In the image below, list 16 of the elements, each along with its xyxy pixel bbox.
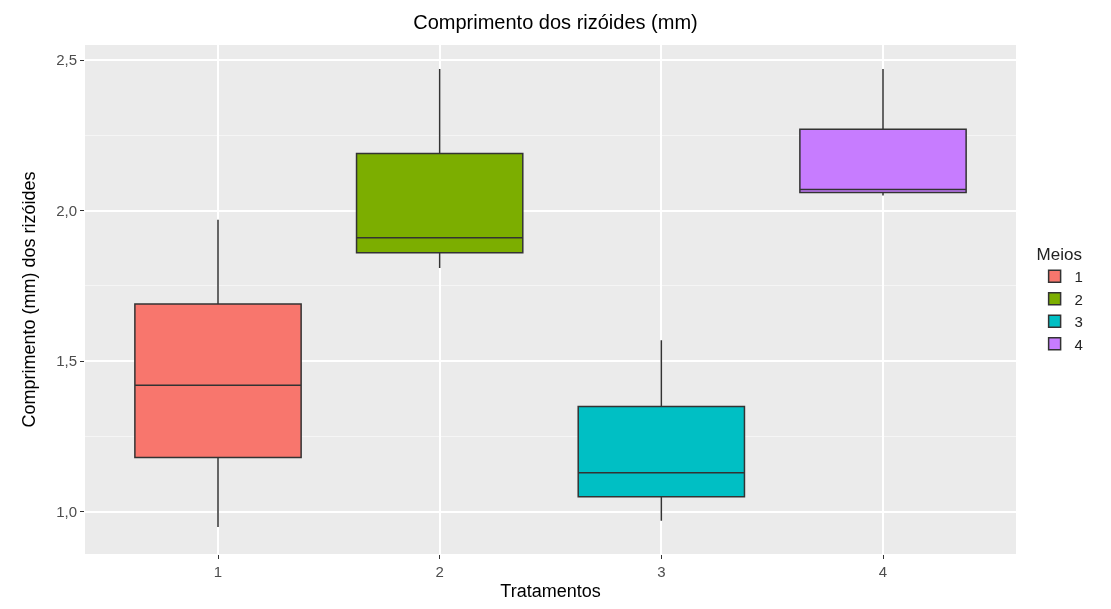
x-tick-label: 4 bbox=[878, 563, 888, 580]
legend-label: 1 bbox=[1074, 268, 1083, 286]
x-axis-title: Tratamentos bbox=[500, 581, 601, 602]
x-tick-label: 2 bbox=[435, 563, 444, 580]
y-tick-label: 1,0 bbox=[56, 503, 77, 521]
y-tick-label: 1,5 bbox=[56, 352, 77, 370]
legend-label: 4 bbox=[1074, 335, 1083, 353]
x-tick-label: 1 bbox=[213, 563, 223, 580]
chart-title: Comprimento dos rizóides (mm) bbox=[413, 11, 698, 34]
x-tick-label: 3 bbox=[657, 563, 666, 580]
legend-label: 3 bbox=[1074, 313, 1083, 331]
y-tick-label: 2,5 bbox=[56, 51, 77, 69]
y-axis-title: Comprimento (mm) dos rizóides bbox=[19, 171, 40, 428]
y-tick-label: 2,0 bbox=[56, 201, 77, 219]
legend-label: 2 bbox=[1074, 290, 1083, 308]
legend-title: Meios bbox=[1036, 245, 1082, 265]
